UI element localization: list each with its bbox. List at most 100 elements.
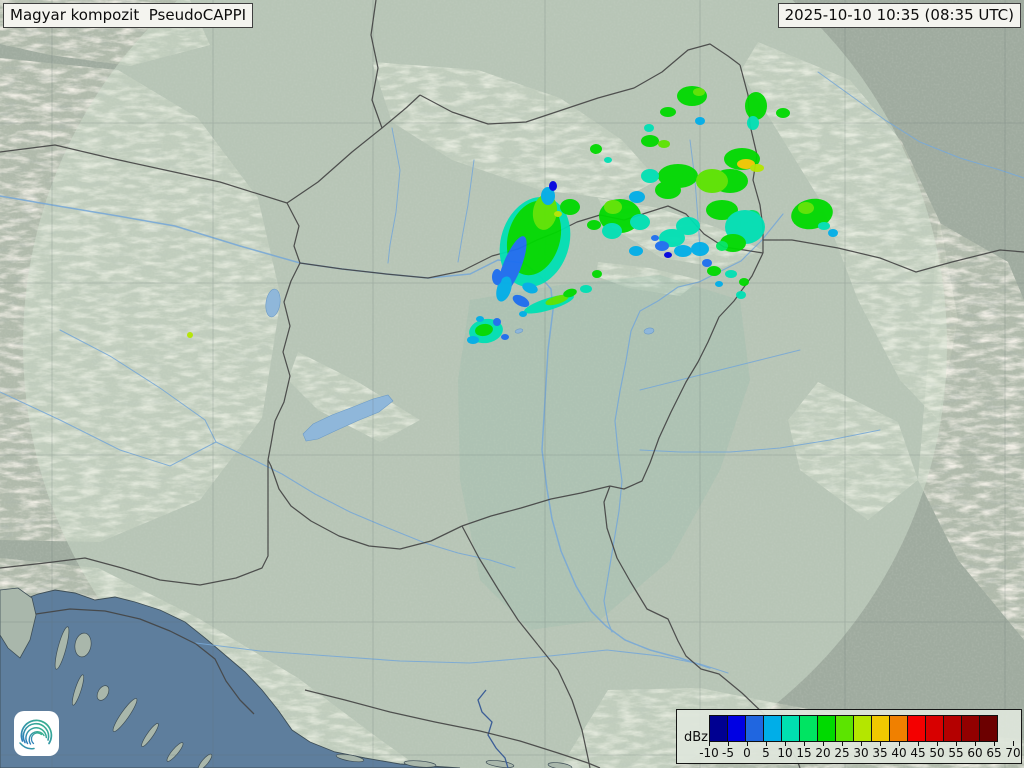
radar-echo [707, 266, 721, 276]
island [54, 626, 70, 670]
colorbar-tickmark [728, 741, 729, 746]
island [71, 674, 85, 706]
river [215, 441, 516, 569]
radar-echo [629, 191, 645, 203]
radar-echo [664, 252, 672, 258]
colorbar-tickmark [804, 741, 805, 746]
lake [514, 328, 524, 334]
radar-echo [658, 140, 670, 148]
radar-echo [604, 157, 612, 163]
country-border [537, 644, 591, 768]
colorbar-cell [835, 715, 854, 742]
lake-balaton [302, 394, 394, 442]
colorbar-tick-label: 60 [967, 746, 983, 760]
radar-echo [739, 278, 749, 286]
colorbar-tick-label: 45 [910, 746, 926, 760]
colorbar-tickmark [994, 741, 995, 746]
radar-echo [750, 164, 764, 172]
colorbar-tick-label: -10 [699, 746, 719, 760]
radar-echo [828, 229, 838, 237]
radar-echo [493, 318, 501, 326]
radar-echo [519, 311, 527, 317]
radar-echoes-layer [187, 86, 838, 344]
colorbar-cell [763, 715, 782, 742]
radar-echo [492, 269, 502, 285]
radar-echo [630, 214, 650, 230]
radar-echo [818, 222, 830, 230]
colorbar-tick-label: 0 [743, 746, 751, 760]
radar-echo [695, 117, 705, 125]
radar-echo [691, 242, 709, 256]
radar-echo [592, 270, 602, 278]
river [639, 429, 881, 453]
radar-echo [715, 281, 723, 287]
island [197, 753, 213, 768]
colorbar-unit-label: dBz [684, 730, 708, 745]
river [0, 195, 301, 264]
colorbar-tickmark [975, 741, 976, 746]
radar-echo [602, 223, 622, 239]
colorbar-tick-label: 50 [929, 746, 945, 760]
colorbar-ticks: -10 -5 0 5 10 15 20 25 30 35 40 45 50 55 60 65 70 [699, 741, 1021, 761]
country-border [461, 525, 539, 646]
country-border [267, 459, 463, 550]
radar-echo [798, 202, 814, 214]
radar-echo [522, 282, 538, 294]
island [112, 698, 138, 732]
radar-echo [554, 211, 562, 217]
radar-echo [736, 291, 746, 299]
radar-echo [776, 108, 790, 118]
colorbar-tick-label: 25 [834, 746, 850, 760]
country-border [267, 202, 301, 461]
country-border [763, 239, 1024, 273]
colorbar-tick-label: -5 [722, 746, 734, 760]
lake [643, 327, 655, 335]
colorbar-cells [709, 715, 998, 742]
radar-echo [641, 135, 659, 147]
colorbar-tick-label: 30 [853, 746, 869, 760]
colorbar-cell [727, 715, 746, 742]
colorbar-cell [943, 715, 962, 742]
country-border [370, 0, 383, 129]
radar-echo [696, 169, 728, 193]
radar-echo [580, 285, 592, 293]
colorbar-tickmark [766, 741, 767, 746]
radar-echo [476, 316, 484, 322]
radar-echo [563, 288, 577, 298]
river-drina [477, 689, 509, 768]
radar-echo [716, 241, 728, 251]
island [74, 632, 92, 658]
country-border [304, 689, 601, 768]
colorbar-tick-label: 65 [986, 746, 1002, 760]
country-border [299, 205, 764, 279]
colorbar-cell [925, 715, 944, 742]
island [141, 723, 159, 747]
radar-echo [541, 187, 555, 205]
radar-echo [651, 235, 659, 241]
lakes-layer [265, 288, 655, 442]
colorbar-tick-label: 55 [948, 746, 964, 760]
radar-echo [545, 294, 569, 306]
timestamp-box: 2025-10-10 10:35 (08:35 UTC) [777, 3, 1021, 28]
colorbar-tick-label: 5 [762, 746, 770, 760]
istria-peninsula [0, 587, 37, 659]
radar-echo [467, 336, 479, 344]
colorbar-tick-label: 35 [872, 746, 888, 760]
radar-echo [655, 181, 681, 199]
country-border [0, 460, 269, 586]
river [639, 349, 801, 391]
radar-echo [549, 181, 557, 191]
colorbar-cell [979, 715, 998, 742]
country-border [286, 94, 421, 204]
radar-echo [674, 245, 692, 257]
radar-echo [725, 270, 737, 278]
colorbar-cell [853, 715, 872, 742]
colorbar-tickmark [709, 741, 710, 746]
colorbar-tick-label: 70 [1005, 746, 1021, 760]
river [817, 71, 1024, 179]
colorbar-cell [799, 715, 818, 742]
colorbar-tick-label: 10 [777, 746, 793, 760]
colorbar-cell [817, 715, 836, 742]
country-border [609, 252, 764, 490]
